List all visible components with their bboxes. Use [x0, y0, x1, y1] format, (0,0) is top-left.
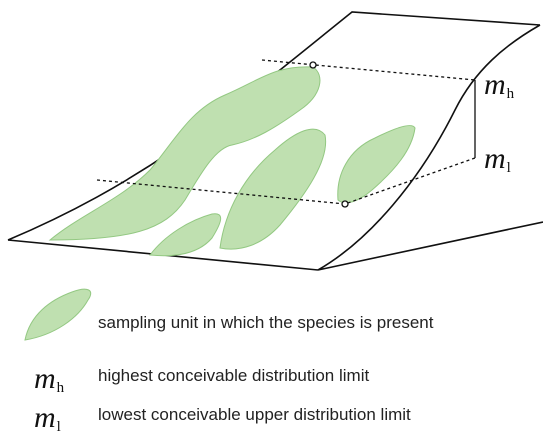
subscript: l — [507, 160, 511, 176]
symbol: m — [484, 142, 506, 175]
legend: sampling unit in which the species is pr… — [24, 288, 434, 435]
legend-text: highest conceivable distribution limit — [98, 366, 369, 385]
sampling-unit — [48, 66, 321, 241]
sampling-unit — [337, 125, 416, 204]
symbol: m — [34, 362, 56, 395]
legend-text: sampling unit in which the species is pr… — [98, 313, 434, 332]
legend-swatch — [24, 288, 92, 341]
limit-point — [309, 61, 317, 69]
subscript: h — [507, 86, 515, 102]
sampling-unit — [149, 213, 222, 257]
legend-symbol: ml — [34, 401, 61, 435]
sampling-unit — [219, 128, 327, 250]
label-ml: ml — [484, 142, 511, 176]
limit-point — [341, 200, 349, 208]
legend-text: lowest conceivable upper distribution li… — [98, 405, 411, 424]
label-mh: mh — [484, 68, 515, 102]
legend-symbol: mh — [34, 362, 65, 396]
subscript: h — [57, 380, 65, 396]
subscript: l — [57, 419, 61, 435]
symbol: m — [484, 68, 506, 101]
right-face — [317, 24, 543, 271]
symbol: m — [34, 401, 56, 434]
